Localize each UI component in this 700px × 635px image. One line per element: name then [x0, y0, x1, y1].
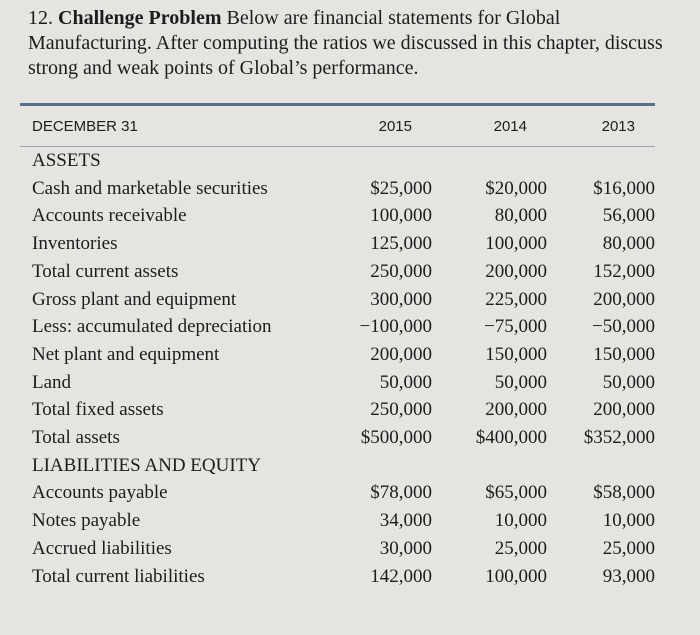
value-cell: $352,000	[583, 427, 655, 448]
table-row: Total current assets 250,000 200,000 152,00…	[0, 261, 700, 289]
value-cell: 93,000	[602, 565, 655, 587]
table-header: DECEMBER 31 2015 2014 2013	[20, 103, 655, 147]
value-cell: 100,000	[485, 565, 547, 587]
problem: 12. Challenge Problem Below are financia…	[28, 6, 668, 81]
value-cell: 200,000	[485, 399, 547, 421]
section-row: ASSETS	[0, 150, 700, 178]
value-cell: 34,000	[379, 510, 432, 532]
row-label: Notes payable	[32, 510, 141, 532]
value-cell: 200,000	[593, 399, 655, 421]
value-cell: 50,000	[379, 371, 432, 393]
problem-text: Below are financial statements for Globa…	[28, 7, 663, 79]
row-label: Total current liabilities	[32, 565, 205, 587]
header-cell: DECEMBER 31	[32, 118, 138, 135]
value-cell: 200,000	[593, 288, 655, 310]
table-row: Gross plant and equipment 300,000 225,000 2…	[0, 289, 700, 317]
value-cell: $65,000	[485, 482, 547, 504]
table-row: Land 50,000 50,000 50,000	[0, 372, 700, 400]
value-cell: $58,000	[593, 482, 655, 504]
value-cell: 152,000	[593, 260, 655, 282]
table-row: Notes payable 34,000 10,000 10,000	[0, 510, 700, 538]
value-cell: 25,000	[602, 537, 655, 559]
value-cell: 300,000	[370, 288, 432, 310]
problem-title: Challenge Problem	[58, 7, 222, 29]
value-cell: $78,000	[370, 482, 432, 504]
problem-number: 12.	[28, 7, 53, 29]
value-cell: 80,000	[494, 205, 547, 227]
table-row: Inventories 125,000 100,000 80,000	[0, 233, 700, 261]
value-cell: 250,000	[370, 260, 432, 282]
row-label: Total current assets	[32, 260, 179, 282]
value-cell: −100,000	[359, 316, 432, 338]
table-row: Accrued liabilities 30,000 25,000 25,000	[0, 538, 700, 566]
row-label: Accounts payable	[32, 482, 168, 504]
value-cell: 142,000	[370, 565, 432, 587]
value-cell: 225,000	[485, 288, 547, 310]
value-cell: 250,000	[370, 399, 432, 421]
section-heading: ASSETS	[32, 150, 101, 171]
table-row: Total assets $500,000 $400,000 $352,000	[0, 427, 700, 455]
row-label: Cash and marketable securities	[32, 177, 268, 199]
value-cell: −75,000	[484, 316, 547, 338]
value-cell: 30,000	[379, 537, 432, 559]
table-row: Total current liabilities 142,000 100,000 9…	[0, 566, 700, 594]
value-cell: 56,000	[602, 205, 655, 227]
row-label: Net plant and equipment	[32, 343, 220, 365]
table-row: Less: accumulated depreciation −100,000 −7…	[0, 316, 700, 344]
value-cell: $16,000	[593, 177, 655, 199]
row-label: Total assets	[32, 427, 120, 448]
value-cell: 80,000	[602, 233, 655, 255]
row-label: Gross plant and equipment	[32, 288, 237, 310]
value-cell: 200,000	[370, 343, 432, 365]
value-cell: 100,000	[370, 205, 432, 227]
section-heading: LIABILITIES AND EQUITY	[32, 454, 262, 476]
value-cell: 150,000	[593, 343, 655, 365]
value-cell: 125,000	[370, 233, 432, 255]
section-row: LIABILITIES AND EQUITY	[0, 455, 700, 483]
value-cell: $500,000	[360, 427, 432, 448]
value-cell: −50,000	[592, 316, 655, 338]
value-cell: 50,000	[494, 371, 547, 393]
table-row: Net plant and equipment 200,000 150,000 150…	[0, 344, 700, 372]
value-cell: $20,000	[485, 177, 547, 199]
value-cell: 200,000	[485, 260, 547, 282]
header-cell: 2014	[493, 118, 527, 135]
table-row: Cash and marketable securities $25,000 $20…	[0, 178, 700, 206]
row-label: Accrued liabilities	[32, 537, 172, 559]
value-cell: 25,000	[494, 537, 547, 559]
table-row: Total fixed assets 250,000 200,000 200,000	[0, 399, 700, 427]
row-label: Land	[32, 371, 72, 393]
table-row: Accounts payable $78,000 $65,000 $58,000	[0, 482, 700, 510]
value-cell: 10,000	[494, 510, 547, 532]
value-cell: $400,000	[475, 427, 547, 448]
value-cell: 50,000	[602, 371, 655, 393]
value-cell: 150,000	[485, 343, 547, 365]
row-label: Total fixed assets	[32, 399, 164, 421]
value-cell: 10,000	[602, 510, 655, 532]
row-label: Inventories	[32, 233, 118, 255]
table-row: Accounts receivable 100,000 80,000 56,000	[0, 205, 700, 233]
row-label: Accounts receivable	[32, 205, 187, 227]
value-cell: $25,000	[370, 177, 432, 199]
value-cell: 100,000	[485, 233, 547, 255]
row-label: Less: accumulated depreciation	[32, 316, 272, 338]
header-cell: 2013	[601, 118, 635, 135]
header-cell: 2015	[378, 118, 412, 135]
